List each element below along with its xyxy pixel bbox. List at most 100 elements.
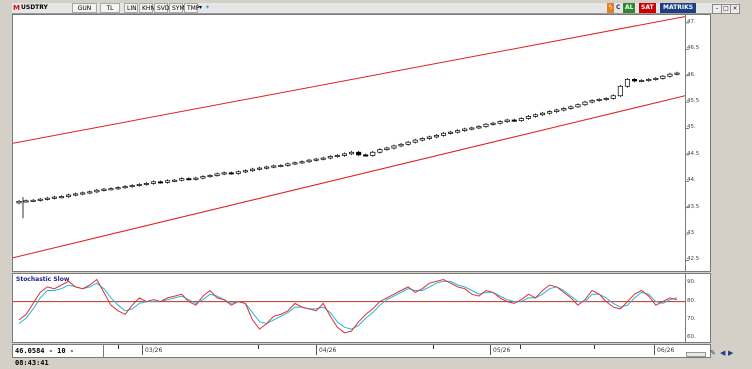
candle-body xyxy=(490,122,496,125)
candle-body xyxy=(257,167,263,170)
candle-body xyxy=(341,153,348,156)
candle xyxy=(172,178,178,183)
candle xyxy=(631,78,638,83)
candle-body xyxy=(603,98,609,100)
toolbar-button-sym[interactable]: SYM xyxy=(169,3,185,13)
candle xyxy=(440,131,447,137)
candle xyxy=(511,118,517,122)
candle xyxy=(23,199,29,203)
time-axis-tick xyxy=(258,345,259,349)
candle xyxy=(405,140,411,146)
candle xyxy=(157,180,164,184)
candle xyxy=(384,146,390,151)
close-icon[interactable]: × xyxy=(730,4,740,14)
time-axis-label: 03/26 xyxy=(145,347,163,354)
study-title: Stochastic Slow xyxy=(16,276,70,283)
candle xyxy=(228,171,234,175)
currency-button[interactable]: TL xyxy=(100,3,120,13)
candle-body xyxy=(165,180,171,183)
candle xyxy=(136,183,142,187)
candle-body xyxy=(172,179,178,182)
candle xyxy=(249,167,256,173)
candle-body xyxy=(23,200,29,203)
brand-button[interactable]: MATRIKS xyxy=(660,3,697,13)
candle-body xyxy=(412,139,418,143)
candle-body xyxy=(617,85,623,97)
twitter-bird-icon[interactable]: ✦ xyxy=(205,4,211,11)
candle-body xyxy=(624,79,631,87)
chart-toolbar: M USDTRY GUN TL LIN KHN SVD SYM TMP ▾ ✦ … xyxy=(12,3,740,14)
scroll-left-icon[interactable]: ◀ xyxy=(720,349,726,357)
candle-body xyxy=(589,100,595,103)
candle xyxy=(497,120,503,125)
scale-button[interactable]: LIN xyxy=(124,3,138,13)
buy-button[interactable]: AL xyxy=(623,3,636,13)
time-axis-tick xyxy=(594,345,595,349)
candle xyxy=(582,100,588,107)
candle-body xyxy=(122,186,128,189)
candle xyxy=(596,98,602,102)
stochastic-axis-label: 60. xyxy=(687,334,696,341)
candle-body xyxy=(30,199,36,202)
time-axis-label: 04/26 xyxy=(319,347,337,354)
candle-body xyxy=(16,200,22,204)
symbol-selector[interactable]: USDTRY xyxy=(21,4,48,11)
candle-body xyxy=(348,151,355,155)
candle-body xyxy=(242,170,248,173)
toolbar-button-tmp[interactable]: TMP xyxy=(184,3,199,13)
candle-body xyxy=(108,188,114,191)
candle-body xyxy=(327,156,333,159)
candle-body xyxy=(667,73,673,77)
c-button[interactable]: C xyxy=(616,4,621,11)
price-chart xyxy=(13,16,685,259)
sell-button[interactable]: SAT xyxy=(639,3,656,13)
candle xyxy=(448,130,454,135)
stochastic-panel[interactable] xyxy=(12,273,686,343)
candle xyxy=(37,197,43,202)
price-axis-label: 43. xyxy=(687,230,696,237)
candle-body xyxy=(129,185,135,188)
dropdown-arrow-icon[interactable]: ▾ xyxy=(199,4,203,11)
candle xyxy=(94,188,100,194)
price-panel[interactable] xyxy=(12,14,686,272)
candle xyxy=(292,161,298,166)
period-button[interactable]: GUN xyxy=(72,3,97,13)
candle xyxy=(200,175,206,180)
stochastic-axis[interactable] xyxy=(686,273,711,343)
scroll-right-icon[interactable]: ▶ xyxy=(728,349,734,357)
price-axis-label: 45. xyxy=(687,124,696,131)
price-axis-label: 43.5 xyxy=(687,203,700,210)
time-axis[interactable] xyxy=(12,344,711,358)
time-scrollbar[interactable] xyxy=(686,352,706,357)
toolbar-button-svd[interactable]: SVD xyxy=(154,3,170,13)
candle-body xyxy=(157,181,164,184)
matriks-logo-button[interactable]: M xyxy=(13,4,20,12)
toolbar-button-khn[interactable]: KHN xyxy=(139,3,155,13)
candle xyxy=(617,84,623,98)
candle-body xyxy=(448,131,454,134)
price-axis-label: 46. xyxy=(687,71,696,78)
candle xyxy=(419,137,425,142)
price-axis-label: 42.5 xyxy=(687,256,700,263)
candle-body xyxy=(554,109,560,112)
candle xyxy=(306,158,312,164)
candle xyxy=(108,187,114,191)
candle-body xyxy=(504,119,510,122)
candle xyxy=(356,150,362,157)
candle xyxy=(646,78,652,82)
candle xyxy=(653,77,659,81)
time-axis-label: 06/26 xyxy=(657,347,675,354)
lightning-icon[interactable]: ϟ xyxy=(607,3,614,13)
candle xyxy=(639,79,645,83)
candle-body xyxy=(193,177,199,180)
candle xyxy=(264,165,270,170)
price-axis[interactable] xyxy=(686,14,711,272)
candle xyxy=(398,143,404,148)
candle xyxy=(568,105,574,110)
candle-body xyxy=(426,136,432,139)
candle-body xyxy=(455,130,461,133)
edit-icon[interactable]: ✎ xyxy=(710,349,716,357)
candle-body xyxy=(101,188,107,191)
candle-body xyxy=(646,79,652,81)
candle xyxy=(547,110,553,115)
